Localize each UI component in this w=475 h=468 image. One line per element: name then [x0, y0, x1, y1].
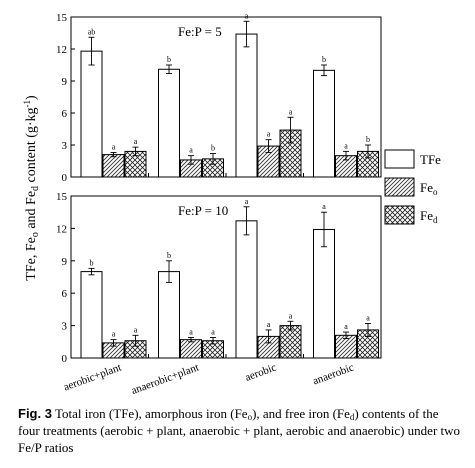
panel-label: Fe:P = 5 — [178, 24, 222, 39]
y-tick-label: 3 — [62, 140, 68, 152]
significance-letter: ab — [88, 27, 96, 36]
y-tick-label: 15 — [56, 12, 68, 24]
y-tick-label: 0 — [62, 172, 68, 184]
caption-fig-label: Fig. 3 — [18, 406, 52, 421]
significance-letter: a — [112, 330, 116, 339]
significance-letter: a — [344, 322, 348, 331]
y-tick-label: 0 — [62, 353, 68, 365]
significance-letter: a — [289, 311, 293, 320]
y-tick-label: 12 — [56, 223, 67, 235]
significance-letter: a — [134, 325, 138, 334]
bar — [313, 69, 335, 178]
bar — [80, 50, 103, 178]
significance-letter: a — [112, 142, 116, 151]
significance-letter: b — [167, 55, 171, 64]
y-tick-label: 15 — [56, 191, 68, 203]
y-axis-label: TFe, Feo and Fed content (g·kg-1) — [22, 95, 41, 281]
legend-swatch-feo — [384, 177, 415, 197]
panel-label: Fe:P = 10 — [178, 203, 228, 218]
legend-swatch-fed — [384, 205, 415, 225]
significance-letter: a — [134, 137, 138, 146]
y-tick-label: 9 — [62, 76, 68, 88]
figure-caption: Fig. 3 Total iron (TFe), amorphous iron … — [18, 406, 461, 455]
legend-swatch-tfe — [384, 149, 415, 169]
y-tick-label: 9 — [62, 256, 68, 268]
category-label: anaerobic+plant — [130, 362, 201, 398]
y-tick-label: 12 — [56, 44, 67, 56]
significance-letter: b — [322, 55, 326, 64]
category-label: aerobic+plant — [62, 362, 123, 394]
legend-label-fed: Fed — [420, 208, 438, 225]
bar — [235, 220, 258, 359]
significance-letter: b — [366, 135, 370, 144]
chart-panel-fe-p-10: 0 3 6 9 12 15 Fe:P = 10 b a a aerobic+plant b a a anae… — [56, 191, 382, 398]
y-tick-label: 6 — [62, 288, 68, 300]
significance-letter: b — [211, 144, 215, 153]
legend-label-tfe: TFe — [420, 152, 441, 167]
significance-letter: b — [90, 258, 94, 267]
significance-letter: a — [322, 202, 326, 211]
significance-letter: a — [189, 146, 193, 155]
bar — [279, 325, 302, 359]
significance-letter: a — [289, 107, 293, 116]
significance-letter: b — [167, 251, 171, 260]
significance-letter: a — [366, 313, 370, 322]
legend-label-feo: Feo — [420, 180, 438, 197]
significance-letter: a — [189, 327, 193, 336]
bar — [313, 228, 335, 359]
y-tick-label: 6 — [62, 108, 68, 120]
category-label: aerobic — [243, 362, 278, 384]
bar — [180, 339, 202, 359]
significance-letter: a — [245, 11, 249, 20]
bar — [80, 271, 103, 359]
significance-letter: a — [267, 130, 271, 139]
significance-letter: a — [211, 327, 215, 336]
bar — [158, 68, 180, 178]
significance-letter: a — [245, 197, 249, 206]
legend: TFe Feo Fed — [384, 149, 441, 225]
bar — [158, 271, 180, 359]
category-label: anaerobic — [311, 362, 355, 388]
significance-letter: a — [344, 141, 348, 150]
bar — [102, 154, 125, 178]
significance-letter: a — [267, 320, 271, 329]
bar — [235, 33, 258, 178]
y-tick-label: 3 — [62, 321, 68, 333]
